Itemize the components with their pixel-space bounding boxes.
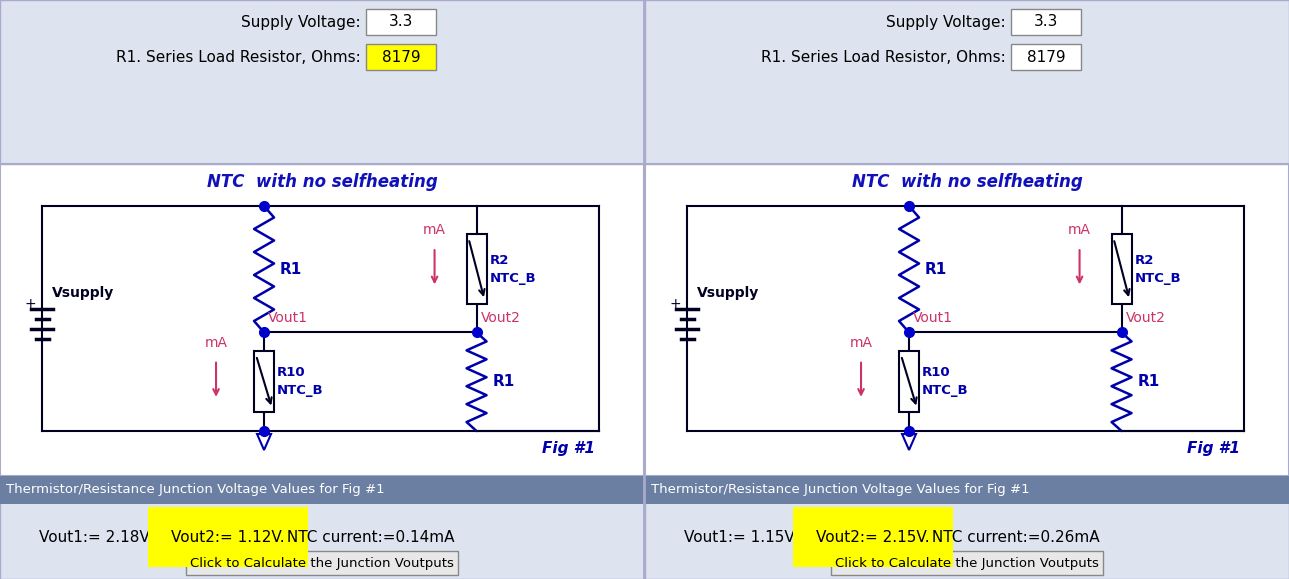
Bar <box>644 0 1289 579</box>
Bar <box>898 351 919 412</box>
Text: Vout1:= 2.18V....: Vout1:= 2.18V.... <box>39 530 166 544</box>
Text: NTC_B: NTC_B <box>1134 272 1181 285</box>
Text: Vsupply: Vsupply <box>52 287 115 301</box>
FancyBboxPatch shape <box>1011 44 1081 70</box>
Text: 8179: 8179 <box>382 49 420 64</box>
Text: R1: R1 <box>926 262 947 277</box>
Text: +: + <box>669 296 681 310</box>
Text: 8179: 8179 <box>1027 49 1066 64</box>
Text: Supply Voltage:: Supply Voltage: <box>241 14 361 30</box>
Text: mA: mA <box>1069 223 1090 237</box>
Text: 3.3: 3.3 <box>1034 14 1058 30</box>
Text: Supply Voltage:: Supply Voltage: <box>886 14 1005 30</box>
FancyBboxPatch shape <box>186 551 458 575</box>
Text: Vout1:= 1.15V....: Vout1:= 1.15V.... <box>683 530 812 544</box>
Text: R10: R10 <box>277 367 305 379</box>
Bar <box>1111 234 1132 304</box>
Text: Thermistor/Resistance Junction Voltage Values for Fig #1: Thermistor/Resistance Junction Voltage V… <box>651 483 1030 497</box>
Text: R1: R1 <box>1138 374 1160 389</box>
FancyBboxPatch shape <box>366 44 436 70</box>
Text: NTC  with no selfheating: NTC with no selfheating <box>206 173 437 191</box>
Text: NTC_B: NTC_B <box>922 384 968 397</box>
Bar <box>467 234 486 304</box>
Text: Vout1: Vout1 <box>913 312 953 325</box>
Text: NTC_B: NTC_B <box>490 272 536 285</box>
Text: Vout2: Vout2 <box>481 312 521 325</box>
Text: NTC current:=0.26mA: NTC current:=0.26mA <box>928 530 1100 544</box>
FancyBboxPatch shape <box>366 9 436 35</box>
Bar <box>644 164 1289 476</box>
Text: R10: R10 <box>922 367 951 379</box>
Text: +: + <box>24 296 36 310</box>
Text: Vsupply: Vsupply <box>697 287 759 301</box>
Text: R1. Series Load Resistor, Ohms:: R1. Series Load Resistor, Ohms: <box>761 49 1005 64</box>
Bar <box>0 476 644 504</box>
Text: Vout2:= 1.12V.: Vout2:= 1.12V. <box>171 530 285 544</box>
Text: Click to Calculate the Junction Voutputs: Click to Calculate the Junction Voutputs <box>835 556 1100 570</box>
Bar <box>0 164 644 476</box>
Text: Thermistor/Resistance Junction Voltage Values for Fig #1: Thermistor/Resistance Junction Voltage V… <box>6 483 384 497</box>
Text: Vout2: Vout2 <box>1125 312 1165 325</box>
Text: NTC_B: NTC_B <box>277 384 324 397</box>
Text: R2: R2 <box>490 254 509 267</box>
Text: R1. Series Load Resistor, Ohms:: R1. Series Load Resistor, Ohms: <box>116 49 361 64</box>
Text: R1: R1 <box>492 374 514 389</box>
Text: mA: mA <box>423 223 446 237</box>
Text: NTC current:=0.14mA: NTC current:=0.14mA <box>282 530 455 544</box>
Text: NTC  with no selfheating: NTC with no selfheating <box>852 173 1083 191</box>
Bar <box>254 351 275 412</box>
Bar <box>644 476 1289 504</box>
Text: Vout1: Vout1 <box>268 312 308 325</box>
Text: mA: mA <box>849 336 873 350</box>
Text: mA: mA <box>205 336 228 350</box>
Text: Vout2:= 2.15V.: Vout2:= 2.15V. <box>816 530 929 544</box>
FancyBboxPatch shape <box>1011 9 1081 35</box>
Text: Fig #1: Fig #1 <box>1187 441 1240 456</box>
Text: R2: R2 <box>1134 254 1154 267</box>
Text: Fig #1: Fig #1 <box>541 441 596 456</box>
Text: R1: R1 <box>280 262 303 277</box>
Bar <box>0 0 644 579</box>
Text: Click to Calculate the Junction Voutputs: Click to Calculate the Junction Voutputs <box>189 556 454 570</box>
Text: 3.3: 3.3 <box>389 14 414 30</box>
FancyBboxPatch shape <box>831 551 1103 575</box>
